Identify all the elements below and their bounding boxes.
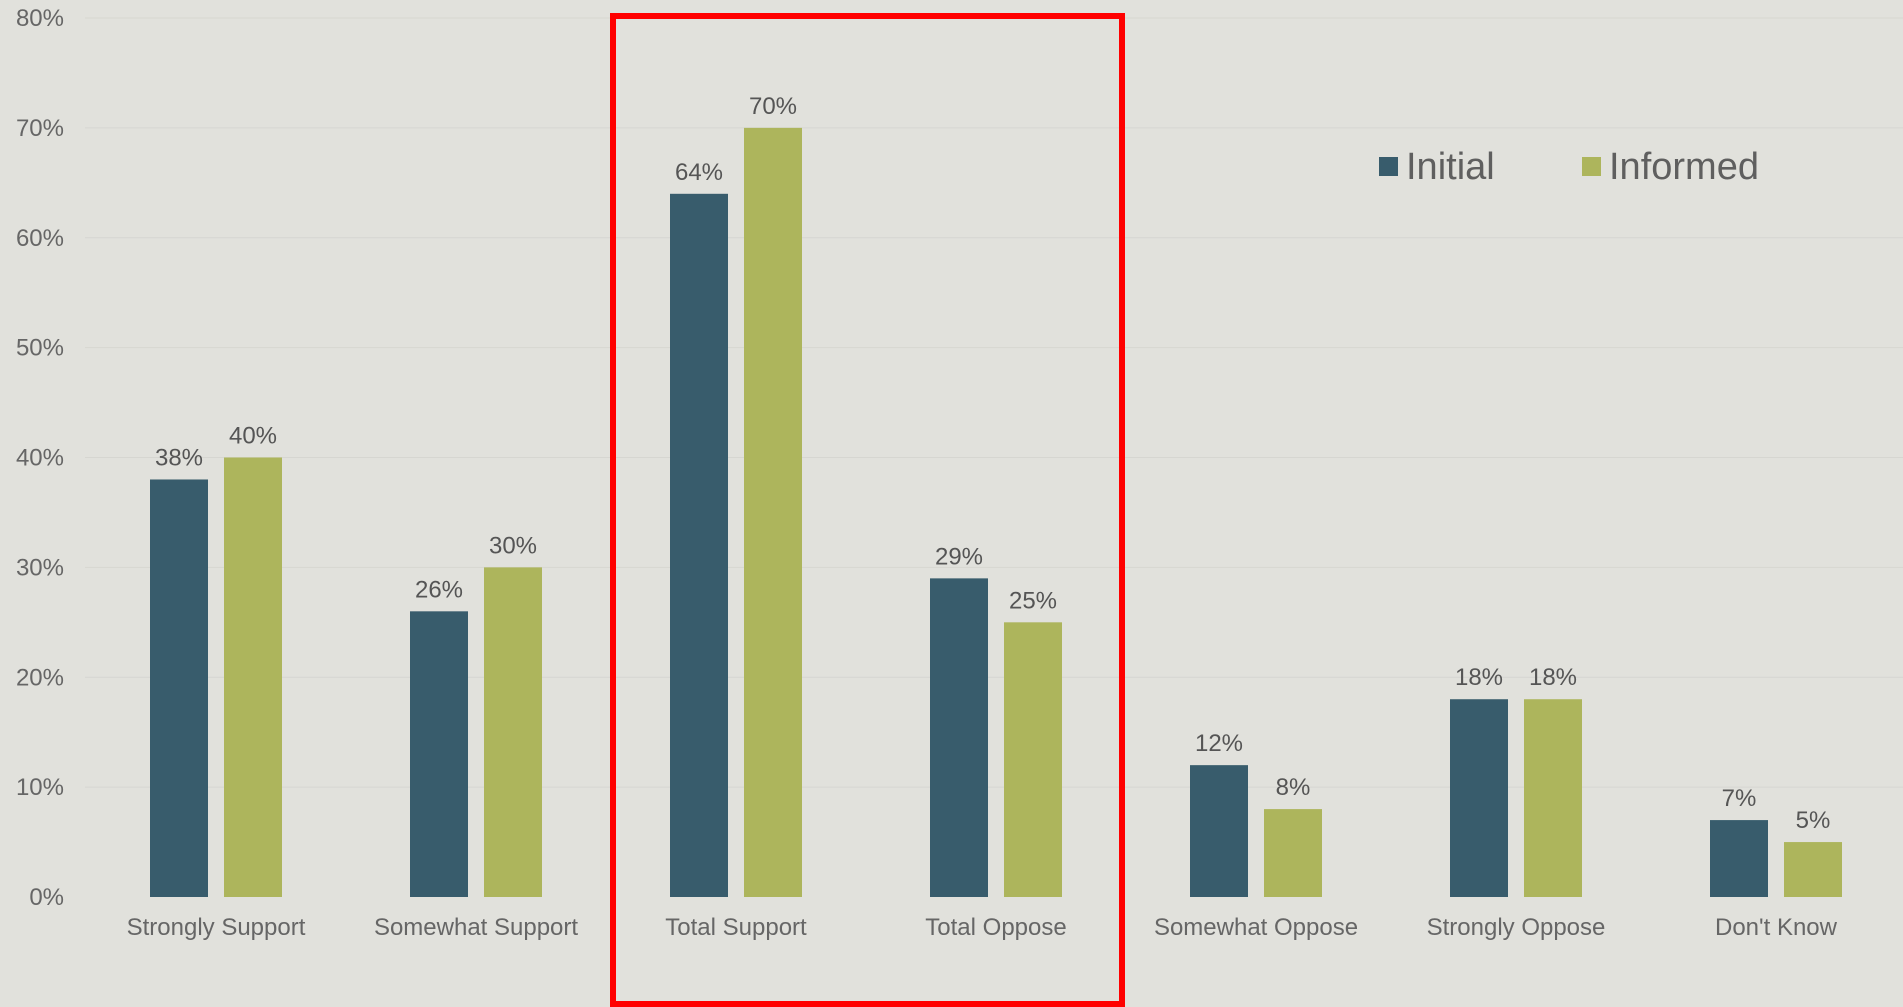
bar-initial	[1710, 820, 1768, 897]
data-label: 5%	[1796, 807, 1831, 834]
data-label: 38%	[155, 444, 203, 471]
y-tick-label: 0%	[29, 884, 64, 911]
y-tick-label: 70%	[16, 115, 64, 142]
data-label: 18%	[1529, 664, 1577, 691]
data-label: 18%	[1455, 664, 1503, 691]
data-labels: 38% 40% 26% 30% 64% 70% 29% 25% 12% 8% 18% 18% 7% 5%	[155, 93, 1830, 834]
bar-initial	[930, 578, 988, 897]
y-tick-label: 40%	[16, 445, 64, 472]
data-label: 12%	[1195, 730, 1243, 757]
x-tick-label: Strongly Oppose	[1427, 914, 1606, 941]
y-tick-label: 20%	[16, 664, 64, 691]
bar-initial	[150, 479, 208, 897]
legend: Initial Informed	[1379, 146, 1759, 188]
legend-label-initial: Initial	[1406, 146, 1495, 188]
data-label: 70%	[749, 93, 797, 120]
x-tick-label: Somewhat Support	[374, 914, 578, 941]
data-label: 26%	[415, 576, 463, 603]
x-tick-label: Don't Know	[1715, 914, 1838, 941]
legend-swatch-initial	[1379, 157, 1398, 176]
bar-informed	[1004, 622, 1062, 897]
data-label: 29%	[935, 543, 983, 570]
bar-initial	[1190, 765, 1248, 897]
data-label: 30%	[489, 532, 537, 559]
y-tick-label: 50%	[16, 335, 64, 362]
highlight-rectangle	[610, 13, 1125, 1007]
legend-label-informed: Informed	[1609, 146, 1759, 188]
bar-initial	[410, 611, 468, 897]
bar-initial	[670, 193, 728, 898]
highlight-box	[610, 13, 1125, 1007]
bar-informed	[484, 567, 542, 897]
bar-informed	[744, 127, 802, 897]
data-label: 40%	[229, 423, 277, 450]
data-label: 25%	[1009, 587, 1057, 614]
x-tick-label: Total Support	[665, 914, 807, 941]
bar-informed	[224, 457, 282, 897]
y-axis: 0% 10% 20% 30% 40% 50% 60% 70% 80%	[16, 5, 64, 911]
bar-informed	[1524, 699, 1582, 897]
bar-informed	[1264, 809, 1322, 897]
y-tick-label: 30%	[16, 554, 64, 581]
bar-informed	[1784, 842, 1842, 897]
x-axis: Strongly Support Somewhat Support Total Su…	[127, 914, 1838, 941]
x-tick-label: Total Oppose	[925, 914, 1066, 941]
data-label: 8%	[1276, 774, 1311, 801]
x-tick-label: Somewhat Oppose	[1154, 914, 1358, 941]
x-tick-label: Strongly Support	[127, 914, 306, 941]
y-tick-label: 10%	[16, 774, 64, 801]
y-tick-label: 60%	[16, 225, 64, 252]
legend-swatch-informed	[1582, 157, 1601, 176]
y-tick-label: 80%	[16, 5, 64, 32]
gridlines	[85, 17, 1903, 788]
data-label: 64%	[675, 159, 723, 186]
bar-initial	[1450, 699, 1508, 897]
data-label: 7%	[1722, 785, 1757, 812]
bars	[150, 127, 1842, 898]
